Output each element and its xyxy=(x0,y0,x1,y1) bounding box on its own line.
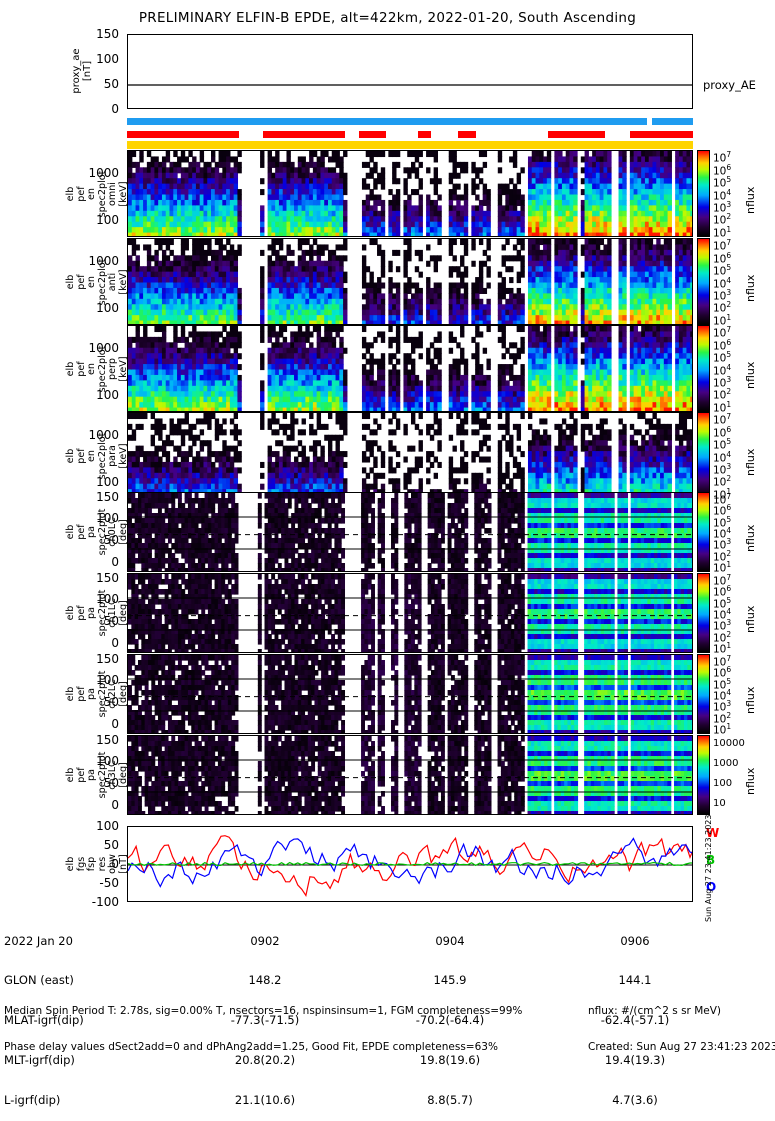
y-tick-label: 100 xyxy=(96,475,119,489)
proxy-ae-trace xyxy=(128,35,693,109)
axis-col2-time: 0906 xyxy=(555,935,715,948)
axis-row-l: L-igrf(dip) xyxy=(4,1094,84,1107)
colorbar-unit-label: nflux xyxy=(744,512,756,552)
colorbar-5 xyxy=(697,573,710,653)
energy-panel-yticks-0: 1000 100 xyxy=(80,150,123,237)
energy-panel-yticks-2: 1000 100 xyxy=(80,325,123,412)
energy-spectrogram-panel-0 xyxy=(127,150,693,237)
y-tick-label: 0 xyxy=(111,798,119,812)
colorbar-unit-label: nflux xyxy=(744,262,756,302)
energy-spectrogram-panel-2 xyxy=(127,325,693,412)
colorbar-unit-label: nflux xyxy=(744,174,756,214)
axis-col1-time: 0904 xyxy=(370,935,530,948)
colorbar-3 xyxy=(697,412,710,499)
spectrogram-image xyxy=(128,655,693,734)
page-title: PRELIMINARY ELFIN-B EPDE, alt=422km, 202… xyxy=(0,10,775,26)
colorbar-tick-label: 101 xyxy=(713,722,731,736)
y-tick-label: 150 xyxy=(96,652,119,666)
axis-col0-l: 21.1(10.6) xyxy=(185,1094,345,1107)
created-date-vertical: Sun Aug 27 23:41:23 2023 xyxy=(704,812,714,922)
y-tick-label: 150 xyxy=(96,490,119,504)
pitch-angle-spectrogram-panel-1 xyxy=(127,573,693,653)
footer-right-line2: Created: Sun Aug 27 23:41:23 2023 xyxy=(588,1041,775,1053)
pitch-angle-spectrogram-panel-3 xyxy=(127,735,693,815)
y-tick-label: 100 xyxy=(96,754,119,768)
colorbar-tick-label: 10000 xyxy=(713,739,745,748)
y-tick-label: 100 xyxy=(96,592,119,606)
axis-row-date: 2022 Jan 20 xyxy=(4,935,84,948)
y-tick-label: 1000 xyxy=(88,254,119,268)
y-tick-label: 1000 xyxy=(88,428,119,442)
colorbar-unit-label: nflux xyxy=(744,674,756,714)
y-tick-label: 50 xyxy=(104,776,119,790)
footer-left-line2: Phase delay values dSect2add=0 and dPhAn… xyxy=(4,1041,522,1053)
energy-panel-yticks-1: 1000 100 xyxy=(80,238,123,325)
colorbar-unit-label: nflux xyxy=(744,436,756,476)
colorbar-1 xyxy=(697,238,710,325)
pitch-angle-spectrogram-panel-0 xyxy=(127,492,693,572)
pa-panel-yticks-3: 150 100 50 0 xyxy=(80,735,123,815)
y-tick-label: 50 xyxy=(104,614,119,628)
y-tick-label: 1000 xyxy=(88,166,119,180)
spectrogram-image xyxy=(128,239,693,325)
y-tick-label: 100 xyxy=(96,213,119,227)
y-tick-label: 1000 xyxy=(88,341,119,355)
colorbar-7 xyxy=(697,735,710,815)
spectrogram-image xyxy=(128,326,693,412)
proxy-ae-right-label: proxy_AE xyxy=(703,78,756,92)
colorbar-tick-label: 101 xyxy=(713,225,731,239)
colorbar-unit-label: nflux xyxy=(744,349,756,389)
spectrogram-image xyxy=(128,493,693,572)
energy-spectrogram-panel-1 xyxy=(127,238,693,325)
status-bar-yellow xyxy=(127,141,693,149)
proxy-ae-panel xyxy=(127,34,693,109)
axis-col0-time: 0902 xyxy=(185,935,345,948)
spectrogram-image xyxy=(128,736,693,815)
fgm-panel xyxy=(127,826,693,902)
status-bar-blue xyxy=(127,118,693,125)
axis-col2-l: 4.7(3.6) xyxy=(555,1094,715,1107)
y-tick-label: 100 xyxy=(96,673,119,687)
y-tick-label: 100 xyxy=(96,388,119,402)
y-tick-label: 50 xyxy=(104,533,119,547)
y-tick-label: 150 xyxy=(96,571,119,585)
colorbar-0 xyxy=(697,150,710,237)
footer-left-line1: Median Spin Period T: 2.78s, sig=0.00% T… xyxy=(4,1005,522,1017)
footer-right-line1: nflux: #/(cm^2 s sr MeV) xyxy=(588,1005,775,1017)
pitch-angle-spectrogram-panel-2 xyxy=(127,654,693,734)
energy-spectrogram-panel-3 xyxy=(127,412,693,499)
y-tick-label: 100 xyxy=(96,511,119,525)
colorbar-6 xyxy=(697,654,710,734)
spectrogram-image xyxy=(128,413,693,499)
colorbar-tick-label: 10 xyxy=(713,799,726,808)
y-tick-label: 50 xyxy=(104,695,119,709)
spectrogram-image xyxy=(128,151,693,237)
footer-left: Median Spin Period T: 2.78s, sig=0.00% T… xyxy=(4,981,522,1065)
colorbar-2 xyxy=(697,325,710,412)
status-bar-red xyxy=(127,131,693,138)
y-tick-label: 0 xyxy=(111,717,119,731)
colorbar-unit-label: nflux xyxy=(744,593,756,633)
y-tick-label: 150 xyxy=(96,733,119,747)
colorbar-tick-label: 1000 xyxy=(713,759,738,768)
y-tick-label: 0 xyxy=(111,555,119,569)
y-tick-label: 100 xyxy=(96,301,119,315)
colorbar-4 xyxy=(697,492,710,572)
fgm-yticks: 100 50 0 -50 -100 xyxy=(80,826,123,902)
fgm-traces xyxy=(128,827,693,902)
colorbar-unit-label: nflux xyxy=(744,755,756,795)
y-tick-label: 0 xyxy=(111,636,119,650)
proxy-ae-yticks: 150 100 50 0 xyxy=(80,34,123,109)
colorbar-tick-label: 100 xyxy=(713,779,732,788)
footer-right: nflux: #/(cm^2 s sr MeV) Created: Sun Au… xyxy=(588,981,775,1065)
spectrogram-image xyxy=(128,574,693,653)
axis-col1-l: 8.8(5.7) xyxy=(370,1094,530,1107)
